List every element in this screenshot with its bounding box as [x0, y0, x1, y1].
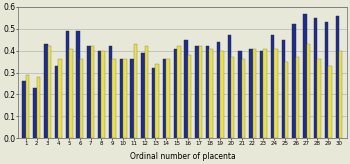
Bar: [307, 44, 310, 138]
Bar: [253, 49, 256, 138]
Bar: [22, 81, 26, 138]
Bar: [58, 60, 62, 138]
Bar: [102, 51, 105, 138]
Bar: [274, 49, 278, 138]
Bar: [145, 46, 148, 138]
Bar: [314, 18, 317, 138]
Bar: [231, 57, 234, 138]
Bar: [328, 66, 332, 138]
Bar: [177, 46, 181, 138]
Bar: [26, 75, 29, 138]
Bar: [209, 49, 213, 138]
Bar: [281, 40, 285, 138]
Bar: [317, 60, 321, 138]
Bar: [66, 31, 69, 138]
Bar: [80, 60, 83, 138]
Bar: [336, 16, 339, 138]
Bar: [112, 60, 116, 138]
Bar: [134, 44, 137, 138]
Bar: [152, 68, 155, 138]
X-axis label: Ordinal number of placenta: Ordinal number of placenta: [130, 152, 235, 161]
Bar: [206, 46, 209, 138]
Bar: [131, 60, 134, 138]
Bar: [238, 51, 242, 138]
Bar: [228, 35, 231, 138]
Bar: [292, 24, 296, 138]
Bar: [184, 40, 188, 138]
Bar: [69, 49, 72, 138]
Bar: [296, 57, 299, 138]
Bar: [303, 14, 307, 138]
Bar: [166, 60, 170, 138]
Bar: [155, 64, 159, 138]
Bar: [48, 46, 51, 138]
Bar: [285, 62, 288, 138]
Bar: [217, 42, 220, 138]
Bar: [220, 51, 224, 138]
Bar: [98, 51, 102, 138]
Bar: [260, 51, 264, 138]
Bar: [141, 53, 145, 138]
Bar: [87, 46, 91, 138]
Bar: [44, 44, 48, 138]
Bar: [123, 60, 127, 138]
Bar: [109, 46, 112, 138]
Bar: [264, 49, 267, 138]
Bar: [195, 46, 199, 138]
Bar: [242, 60, 245, 138]
Bar: [120, 60, 123, 138]
Bar: [37, 77, 40, 138]
Bar: [339, 51, 342, 138]
Bar: [271, 35, 274, 138]
Bar: [325, 22, 328, 138]
Bar: [174, 49, 177, 138]
Bar: [163, 60, 166, 138]
Bar: [91, 46, 94, 138]
Bar: [249, 49, 253, 138]
Bar: [188, 55, 191, 138]
Bar: [199, 46, 202, 138]
Bar: [33, 88, 37, 138]
Bar: [55, 66, 58, 138]
Bar: [76, 31, 80, 138]
